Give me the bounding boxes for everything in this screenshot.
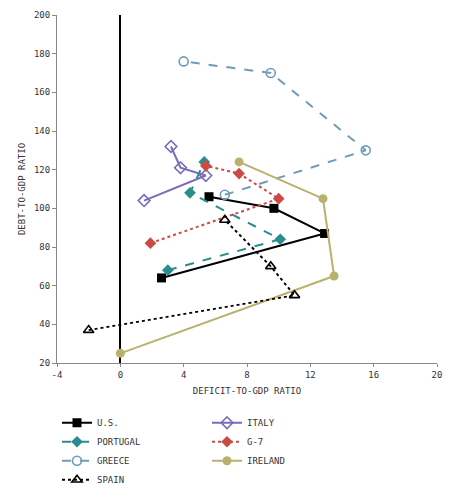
- svg-text:IRELAND: IRELAND: [247, 456, 285, 466]
- svg-text:4: 4: [181, 370, 186, 380]
- svg-text:0: 0: [118, 370, 123, 380]
- svg-text:16: 16: [368, 370, 379, 380]
- svg-text:60: 60: [39, 281, 50, 291]
- svg-text:180: 180: [34, 49, 50, 59]
- svg-text:200: 200: [34, 10, 50, 20]
- svg-text:SPAIN: SPAIN: [97, 475, 124, 485]
- svg-text:GREECE: GREECE: [97, 456, 130, 466]
- svg-text:PORTUGAL: PORTUGAL: [97, 437, 140, 447]
- svg-text:160: 160: [34, 87, 50, 97]
- svg-text:8: 8: [244, 370, 249, 380]
- svg-text:ITALY: ITALY: [247, 418, 275, 428]
- svg-text:G-7: G-7: [247, 437, 263, 447]
- svg-text:80: 80: [39, 242, 50, 252]
- svg-text:140: 140: [34, 126, 50, 136]
- svg-text:40: 40: [39, 319, 50, 329]
- svg-text:100: 100: [34, 203, 50, 213]
- svg-text:DEBT-TO-GDP RATIO: DEBT-TO-GDP RATIO: [17, 143, 27, 235]
- svg-text:20: 20: [39, 358, 50, 368]
- svg-text:20: 20: [432, 370, 443, 380]
- svg-text:120: 120: [34, 165, 50, 175]
- svg-text:12: 12: [305, 370, 316, 380]
- svg-text:U.S.: U.S.: [97, 418, 119, 428]
- svg-text:-4: -4: [52, 370, 63, 380]
- svg-text:DEFICIT-TO-GDP RATIO: DEFICIT-TO-GDP RATIO: [193, 386, 301, 396]
